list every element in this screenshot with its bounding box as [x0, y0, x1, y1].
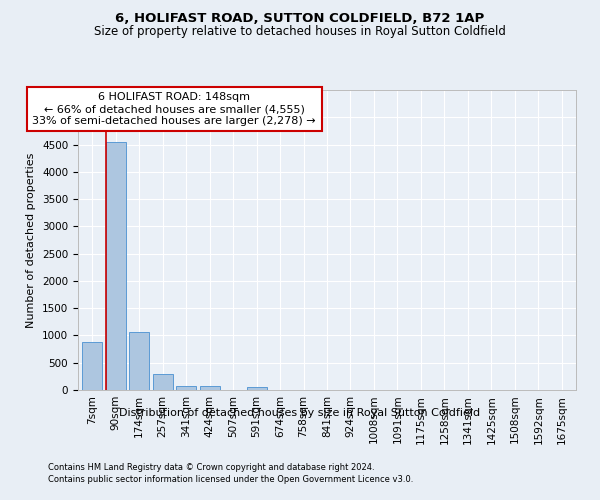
Y-axis label: Number of detached properties: Number of detached properties: [26, 152, 37, 328]
Text: Contains public sector information licensed under the Open Government Licence v3: Contains public sector information licen…: [48, 475, 413, 484]
Bar: [247, 388, 266, 390]
Text: Size of property relative to detached houses in Royal Sutton Coldfield: Size of property relative to detached ho…: [94, 25, 506, 38]
Text: 6 HOLIFAST ROAD: 148sqm
← 66% of detached houses are smaller (4,555)
33% of semi: 6 HOLIFAST ROAD: 148sqm ← 66% of detache…: [32, 92, 316, 126]
Bar: [200, 386, 220, 390]
Text: 6, HOLIFAST ROAD, SUTTON COLDFIELD, B72 1AP: 6, HOLIFAST ROAD, SUTTON COLDFIELD, B72 …: [115, 12, 485, 26]
Bar: [82, 342, 102, 390]
Text: Distribution of detached houses by size in Royal Sutton Coldfield: Distribution of detached houses by size …: [119, 408, 481, 418]
Bar: [106, 142, 125, 390]
Text: Contains HM Land Registry data © Crown copyright and database right 2024.: Contains HM Land Registry data © Crown c…: [48, 464, 374, 472]
Bar: [129, 332, 149, 390]
Bar: [176, 386, 196, 390]
Bar: [152, 374, 173, 390]
